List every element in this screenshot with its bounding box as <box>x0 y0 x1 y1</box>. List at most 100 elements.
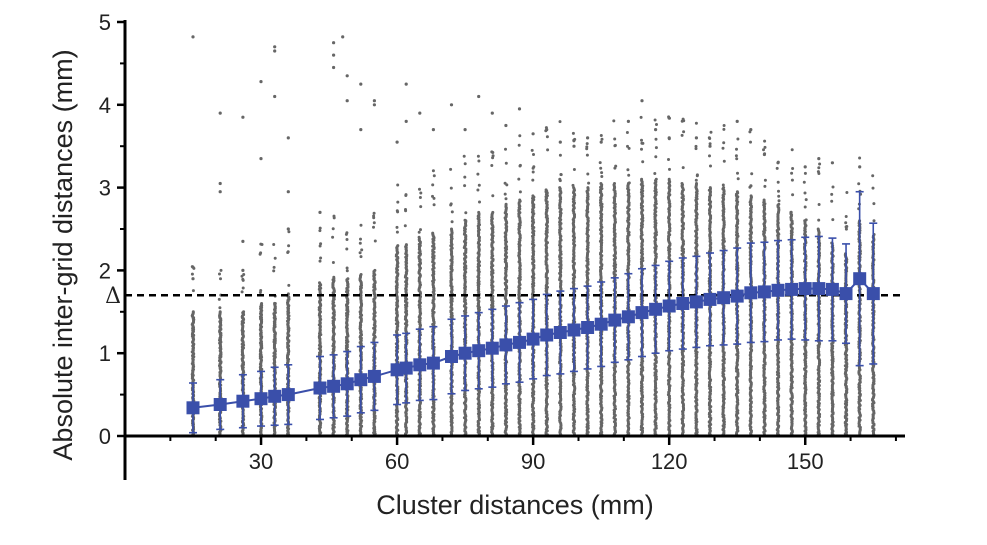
raw-point <box>372 221 376 225</box>
raw-point <box>558 153 562 157</box>
raw-point <box>491 210 495 214</box>
raw-point <box>518 198 522 202</box>
raw-point <box>218 306 222 310</box>
raw-point <box>450 210 454 214</box>
raw-point <box>241 286 245 290</box>
raw-point <box>191 310 195 314</box>
raw-point <box>477 159 481 163</box>
raw-point <box>273 301 277 305</box>
raw-point <box>587 181 591 185</box>
raw-point <box>544 188 548 192</box>
raw-point <box>432 174 436 178</box>
raw-point <box>613 182 616 185</box>
raw-point <box>286 250 290 254</box>
raw-point <box>600 171 604 175</box>
raw-point <box>373 268 377 272</box>
raw-point <box>504 147 507 151</box>
raw-point <box>396 210 400 214</box>
raw-point <box>242 310 246 314</box>
raw-point <box>319 242 323 246</box>
raw-point <box>518 134 522 138</box>
raw-point <box>614 164 618 168</box>
raw-point <box>585 142 589 146</box>
raw-point <box>259 289 263 292</box>
raw-point <box>318 244 322 248</box>
raw-point <box>450 220 454 224</box>
raw-point <box>490 164 494 167</box>
raw-point <box>417 235 421 239</box>
raw-point <box>476 188 480 192</box>
raw-point <box>476 154 480 158</box>
raw-point <box>585 153 589 157</box>
raw-point <box>191 265 195 269</box>
raw-point <box>585 147 589 151</box>
raw-point <box>360 248 364 252</box>
raw-point <box>372 216 376 220</box>
raw-point <box>449 167 453 171</box>
raw-point <box>491 154 495 158</box>
raw-point <box>504 202 508 206</box>
raw-point <box>345 269 349 273</box>
raw-point <box>260 302 264 305</box>
raw-point <box>559 173 563 176</box>
raw-point <box>372 225 375 229</box>
raw-point <box>586 186 590 190</box>
raw-point <box>463 162 467 166</box>
raw-point <box>571 131 575 135</box>
raw-point <box>558 179 562 183</box>
raw-point <box>359 237 362 241</box>
raw-point <box>190 272 194 276</box>
raw-point <box>450 227 453 231</box>
raw-point <box>600 137 604 141</box>
raw-point <box>396 200 400 204</box>
raw-point <box>431 183 435 187</box>
raw-point <box>287 283 291 287</box>
raw-point <box>419 228 422 232</box>
raw-point <box>599 182 603 185</box>
raw-point <box>345 238 349 241</box>
raw-point <box>517 143 521 147</box>
raw-point <box>572 168 576 171</box>
raw-point <box>518 164 522 168</box>
raw-point <box>462 154 466 158</box>
raw-point <box>612 119 616 123</box>
raw-point <box>219 277 222 281</box>
raw-point <box>332 275 336 279</box>
raw-point <box>531 170 535 174</box>
raw-point <box>331 261 335 264</box>
raw-point <box>272 265 276 269</box>
raw-point <box>477 183 481 187</box>
raw-point <box>287 230 291 234</box>
raw-point <box>586 172 590 176</box>
raw-point <box>396 183 400 187</box>
raw-point <box>532 165 536 169</box>
raw-point <box>599 166 603 170</box>
raw-point <box>346 277 350 281</box>
raw-point <box>432 203 436 207</box>
raw-point <box>600 175 604 178</box>
raw-point <box>571 183 575 187</box>
raw-point <box>218 310 222 314</box>
raw-point <box>373 239 377 243</box>
raw-point <box>558 120 562 124</box>
raw-point <box>240 290 244 294</box>
raw-point <box>345 266 349 270</box>
raw-point <box>404 194 408 197</box>
raw-point <box>517 177 521 181</box>
raw-point <box>241 278 245 282</box>
raw-point <box>318 226 322 230</box>
raw-point <box>191 289 195 293</box>
raw-point <box>431 169 435 173</box>
raw-point <box>491 194 495 198</box>
raw-point <box>531 178 535 182</box>
raw-point <box>449 186 453 190</box>
raw-point <box>419 205 423 209</box>
raw-point <box>359 223 363 227</box>
raw-point <box>259 242 263 246</box>
raw-point <box>372 211 376 215</box>
raw-point <box>546 148 550 152</box>
raw-point <box>598 161 602 165</box>
raw-point <box>345 247 349 251</box>
raw-point <box>518 190 522 194</box>
